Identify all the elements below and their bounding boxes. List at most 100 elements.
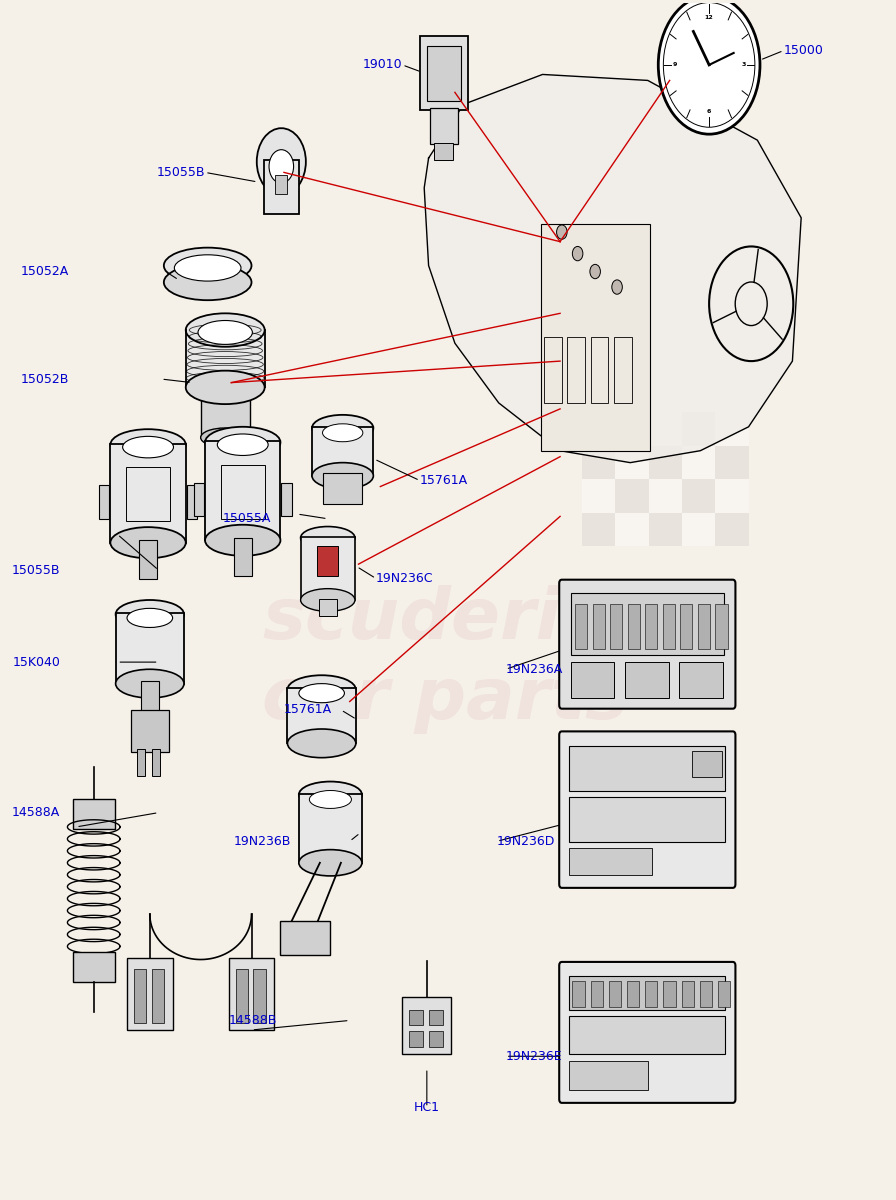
Text: 15K040: 15K040 bbox=[13, 655, 60, 668]
Polygon shape bbox=[590, 982, 603, 1007]
Ellipse shape bbox=[299, 684, 344, 703]
Polygon shape bbox=[715, 413, 748, 446]
Ellipse shape bbox=[164, 247, 252, 283]
FancyBboxPatch shape bbox=[559, 731, 736, 888]
Polygon shape bbox=[134, 970, 146, 1022]
Polygon shape bbox=[616, 479, 649, 512]
Polygon shape bbox=[616, 512, 649, 546]
Polygon shape bbox=[131, 710, 169, 751]
Ellipse shape bbox=[164, 264, 252, 300]
Polygon shape bbox=[127, 959, 173, 1030]
Ellipse shape bbox=[116, 600, 184, 629]
Text: 15055B: 15055B bbox=[157, 166, 205, 179]
Polygon shape bbox=[649, 512, 682, 546]
Text: 9: 9 bbox=[672, 62, 676, 67]
Polygon shape bbox=[201, 385, 250, 438]
Ellipse shape bbox=[127, 608, 173, 628]
Polygon shape bbox=[718, 982, 730, 1007]
Polygon shape bbox=[434, 143, 453, 161]
Polygon shape bbox=[571, 662, 615, 698]
Ellipse shape bbox=[205, 524, 280, 556]
Circle shape bbox=[612, 280, 623, 294]
Ellipse shape bbox=[312, 415, 374, 442]
Polygon shape bbox=[186, 485, 197, 518]
Text: HC1: HC1 bbox=[414, 1102, 440, 1114]
Polygon shape bbox=[608, 982, 621, 1007]
Polygon shape bbox=[649, 446, 682, 479]
Ellipse shape bbox=[312, 463, 374, 488]
Polygon shape bbox=[116, 613, 184, 684]
Ellipse shape bbox=[185, 313, 264, 347]
Polygon shape bbox=[610, 604, 623, 649]
Polygon shape bbox=[625, 662, 668, 698]
Text: 3: 3 bbox=[742, 62, 745, 67]
Ellipse shape bbox=[198, 320, 253, 344]
Text: 15055A: 15055A bbox=[222, 512, 271, 526]
Text: 15761A: 15761A bbox=[420, 474, 468, 487]
Text: 15052B: 15052B bbox=[21, 372, 69, 385]
Polygon shape bbox=[263, 161, 299, 214]
Polygon shape bbox=[234, 538, 252, 576]
Polygon shape bbox=[682, 479, 715, 512]
Ellipse shape bbox=[205, 427, 280, 458]
Polygon shape bbox=[420, 36, 468, 110]
Text: 15761A: 15761A bbox=[284, 703, 332, 716]
Polygon shape bbox=[569, 745, 725, 791]
Ellipse shape bbox=[110, 430, 185, 461]
Polygon shape bbox=[137, 749, 145, 775]
Text: 15052A: 15052A bbox=[21, 265, 69, 278]
Polygon shape bbox=[649, 479, 682, 512]
Ellipse shape bbox=[185, 371, 264, 404]
Polygon shape bbox=[715, 512, 748, 546]
Polygon shape bbox=[228, 959, 274, 1030]
Polygon shape bbox=[569, 1061, 648, 1090]
Polygon shape bbox=[573, 982, 584, 1007]
Polygon shape bbox=[569, 797, 725, 842]
Text: scuderia
car parts: scuderia car parts bbox=[262, 586, 628, 734]
Polygon shape bbox=[312, 427, 374, 475]
Polygon shape bbox=[185, 329, 264, 394]
Polygon shape bbox=[645, 604, 658, 649]
Ellipse shape bbox=[201, 428, 250, 448]
Text: 15000: 15000 bbox=[784, 44, 823, 58]
Polygon shape bbox=[569, 977, 725, 1009]
FancyBboxPatch shape bbox=[559, 580, 736, 709]
Polygon shape bbox=[236, 970, 248, 1022]
Polygon shape bbox=[323, 473, 362, 504]
Polygon shape bbox=[692, 750, 722, 776]
Ellipse shape bbox=[175, 254, 241, 281]
Polygon shape bbox=[582, 446, 616, 479]
Ellipse shape bbox=[116, 670, 184, 698]
Polygon shape bbox=[682, 446, 715, 479]
Polygon shape bbox=[715, 479, 748, 512]
Polygon shape bbox=[194, 482, 204, 516]
Ellipse shape bbox=[123, 437, 174, 458]
Polygon shape bbox=[682, 413, 715, 446]
Polygon shape bbox=[300, 536, 355, 600]
Ellipse shape bbox=[288, 730, 356, 757]
Polygon shape bbox=[627, 982, 639, 1007]
Polygon shape bbox=[616, 446, 649, 479]
Polygon shape bbox=[680, 604, 693, 649]
Polygon shape bbox=[700, 982, 712, 1007]
Ellipse shape bbox=[300, 527, 355, 550]
Polygon shape bbox=[663, 604, 675, 649]
Polygon shape bbox=[254, 970, 265, 1022]
Polygon shape bbox=[319, 599, 337, 616]
Polygon shape bbox=[280, 922, 331, 955]
Circle shape bbox=[269, 150, 294, 184]
Polygon shape bbox=[73, 953, 115, 983]
Polygon shape bbox=[151, 970, 164, 1022]
Polygon shape bbox=[571, 593, 724, 655]
Ellipse shape bbox=[299, 781, 362, 808]
Text: 19N236A: 19N236A bbox=[505, 662, 563, 676]
Polygon shape bbox=[141, 682, 159, 713]
Polygon shape bbox=[409, 1031, 423, 1046]
Polygon shape bbox=[402, 996, 452, 1054]
Polygon shape bbox=[698, 604, 710, 649]
Polygon shape bbox=[616, 413, 649, 446]
Polygon shape bbox=[541, 223, 650, 451]
Text: 19N236C: 19N236C bbox=[376, 572, 434, 586]
Polygon shape bbox=[582, 413, 616, 446]
Polygon shape bbox=[679, 662, 723, 698]
